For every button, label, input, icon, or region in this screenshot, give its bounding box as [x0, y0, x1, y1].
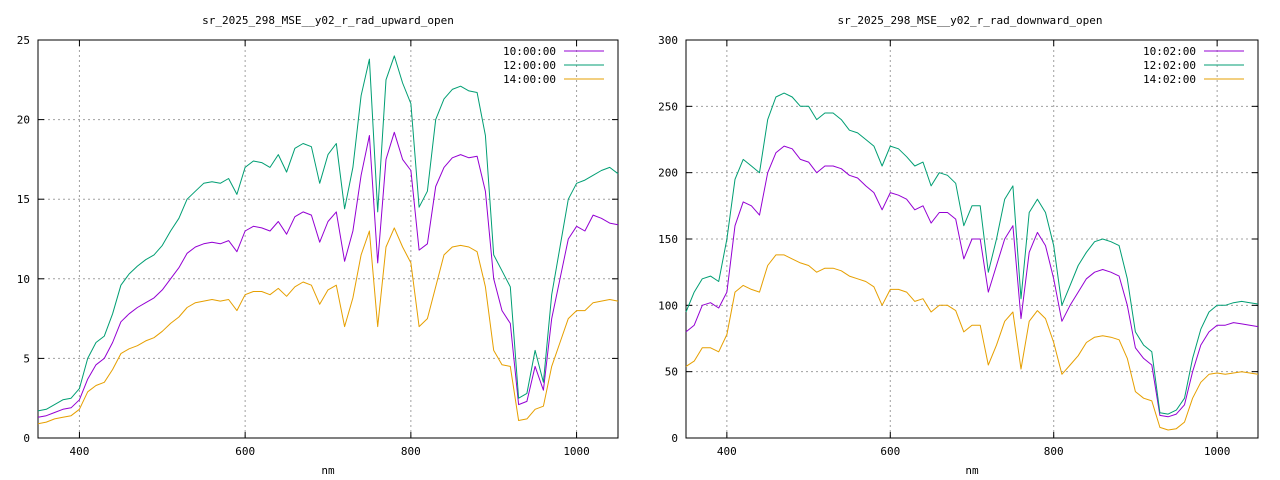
legend-label-1: 12:00:00 — [503, 59, 556, 72]
series-line-2 — [685, 254, 1259, 431]
legend-label-2: 14:00:00 — [503, 73, 556, 86]
legend-label-0: 10:02:00 — [1143, 45, 1196, 58]
legend-label-0: 10:00:00 — [503, 45, 556, 58]
x-axis-label: nm — [321, 464, 335, 477]
series-line-1 — [685, 92, 1259, 415]
chart-title: sr_2025_298_MSE__y02_r_rad_upward_open — [202, 14, 454, 27]
y-tick-label: 15 — [17, 193, 30, 206]
series-line-0 — [685, 145, 1259, 418]
x-tick-label: 600 — [235, 445, 255, 458]
x-tick-label: 400 — [69, 445, 89, 458]
legend-label-2: 14:02:00 — [1143, 73, 1196, 86]
x-tick-label: 1000 — [563, 445, 590, 458]
legend-label-1: 12:02:00 — [1143, 59, 1196, 72]
chart-panel-0: sr_2025_298_MSE__y02_r_rad_upward_open 0 5… — [17, 14, 619, 477]
x-tick-label: 600 — [880, 445, 900, 458]
series-line-1 — [37, 55, 619, 412]
x-tick-label: 400 — [717, 445, 737, 458]
x-tick-label: 800 — [1044, 445, 1064, 458]
y-tick-label: 0 — [23, 432, 30, 445]
series-line-0 — [37, 131, 619, 418]
y-tick-label: 0 — [671, 432, 678, 445]
series-line-2 — [37, 227, 619, 425]
chart-title: sr_2025_298_MSE__y02_r_rad_downward_open — [838, 14, 1103, 27]
y-tick-label: 10 — [17, 273, 30, 286]
y-tick-label: 25 — [17, 34, 30, 47]
x-tick-label: 1000 — [1204, 445, 1231, 458]
y-tick-label: 100 — [658, 299, 678, 312]
y-tick-label: 250 — [658, 100, 678, 113]
x-axis-label: nm — [965, 464, 979, 477]
y-tick-label: 300 — [658, 34, 678, 47]
x-tick-label: 800 — [401, 445, 421, 458]
y-tick-label: 20 — [17, 114, 30, 127]
y-tick-label: 150 — [658, 233, 678, 246]
chart-panel-1: sr_2025_298_MSE__y02_r_rad_downward_open… — [658, 14, 1259, 477]
y-tick-label: 5 — [23, 352, 30, 365]
plot-frame — [37, 39, 619, 439]
y-tick-label: 50 — [665, 366, 678, 379]
y-tick-label: 200 — [658, 167, 678, 180]
